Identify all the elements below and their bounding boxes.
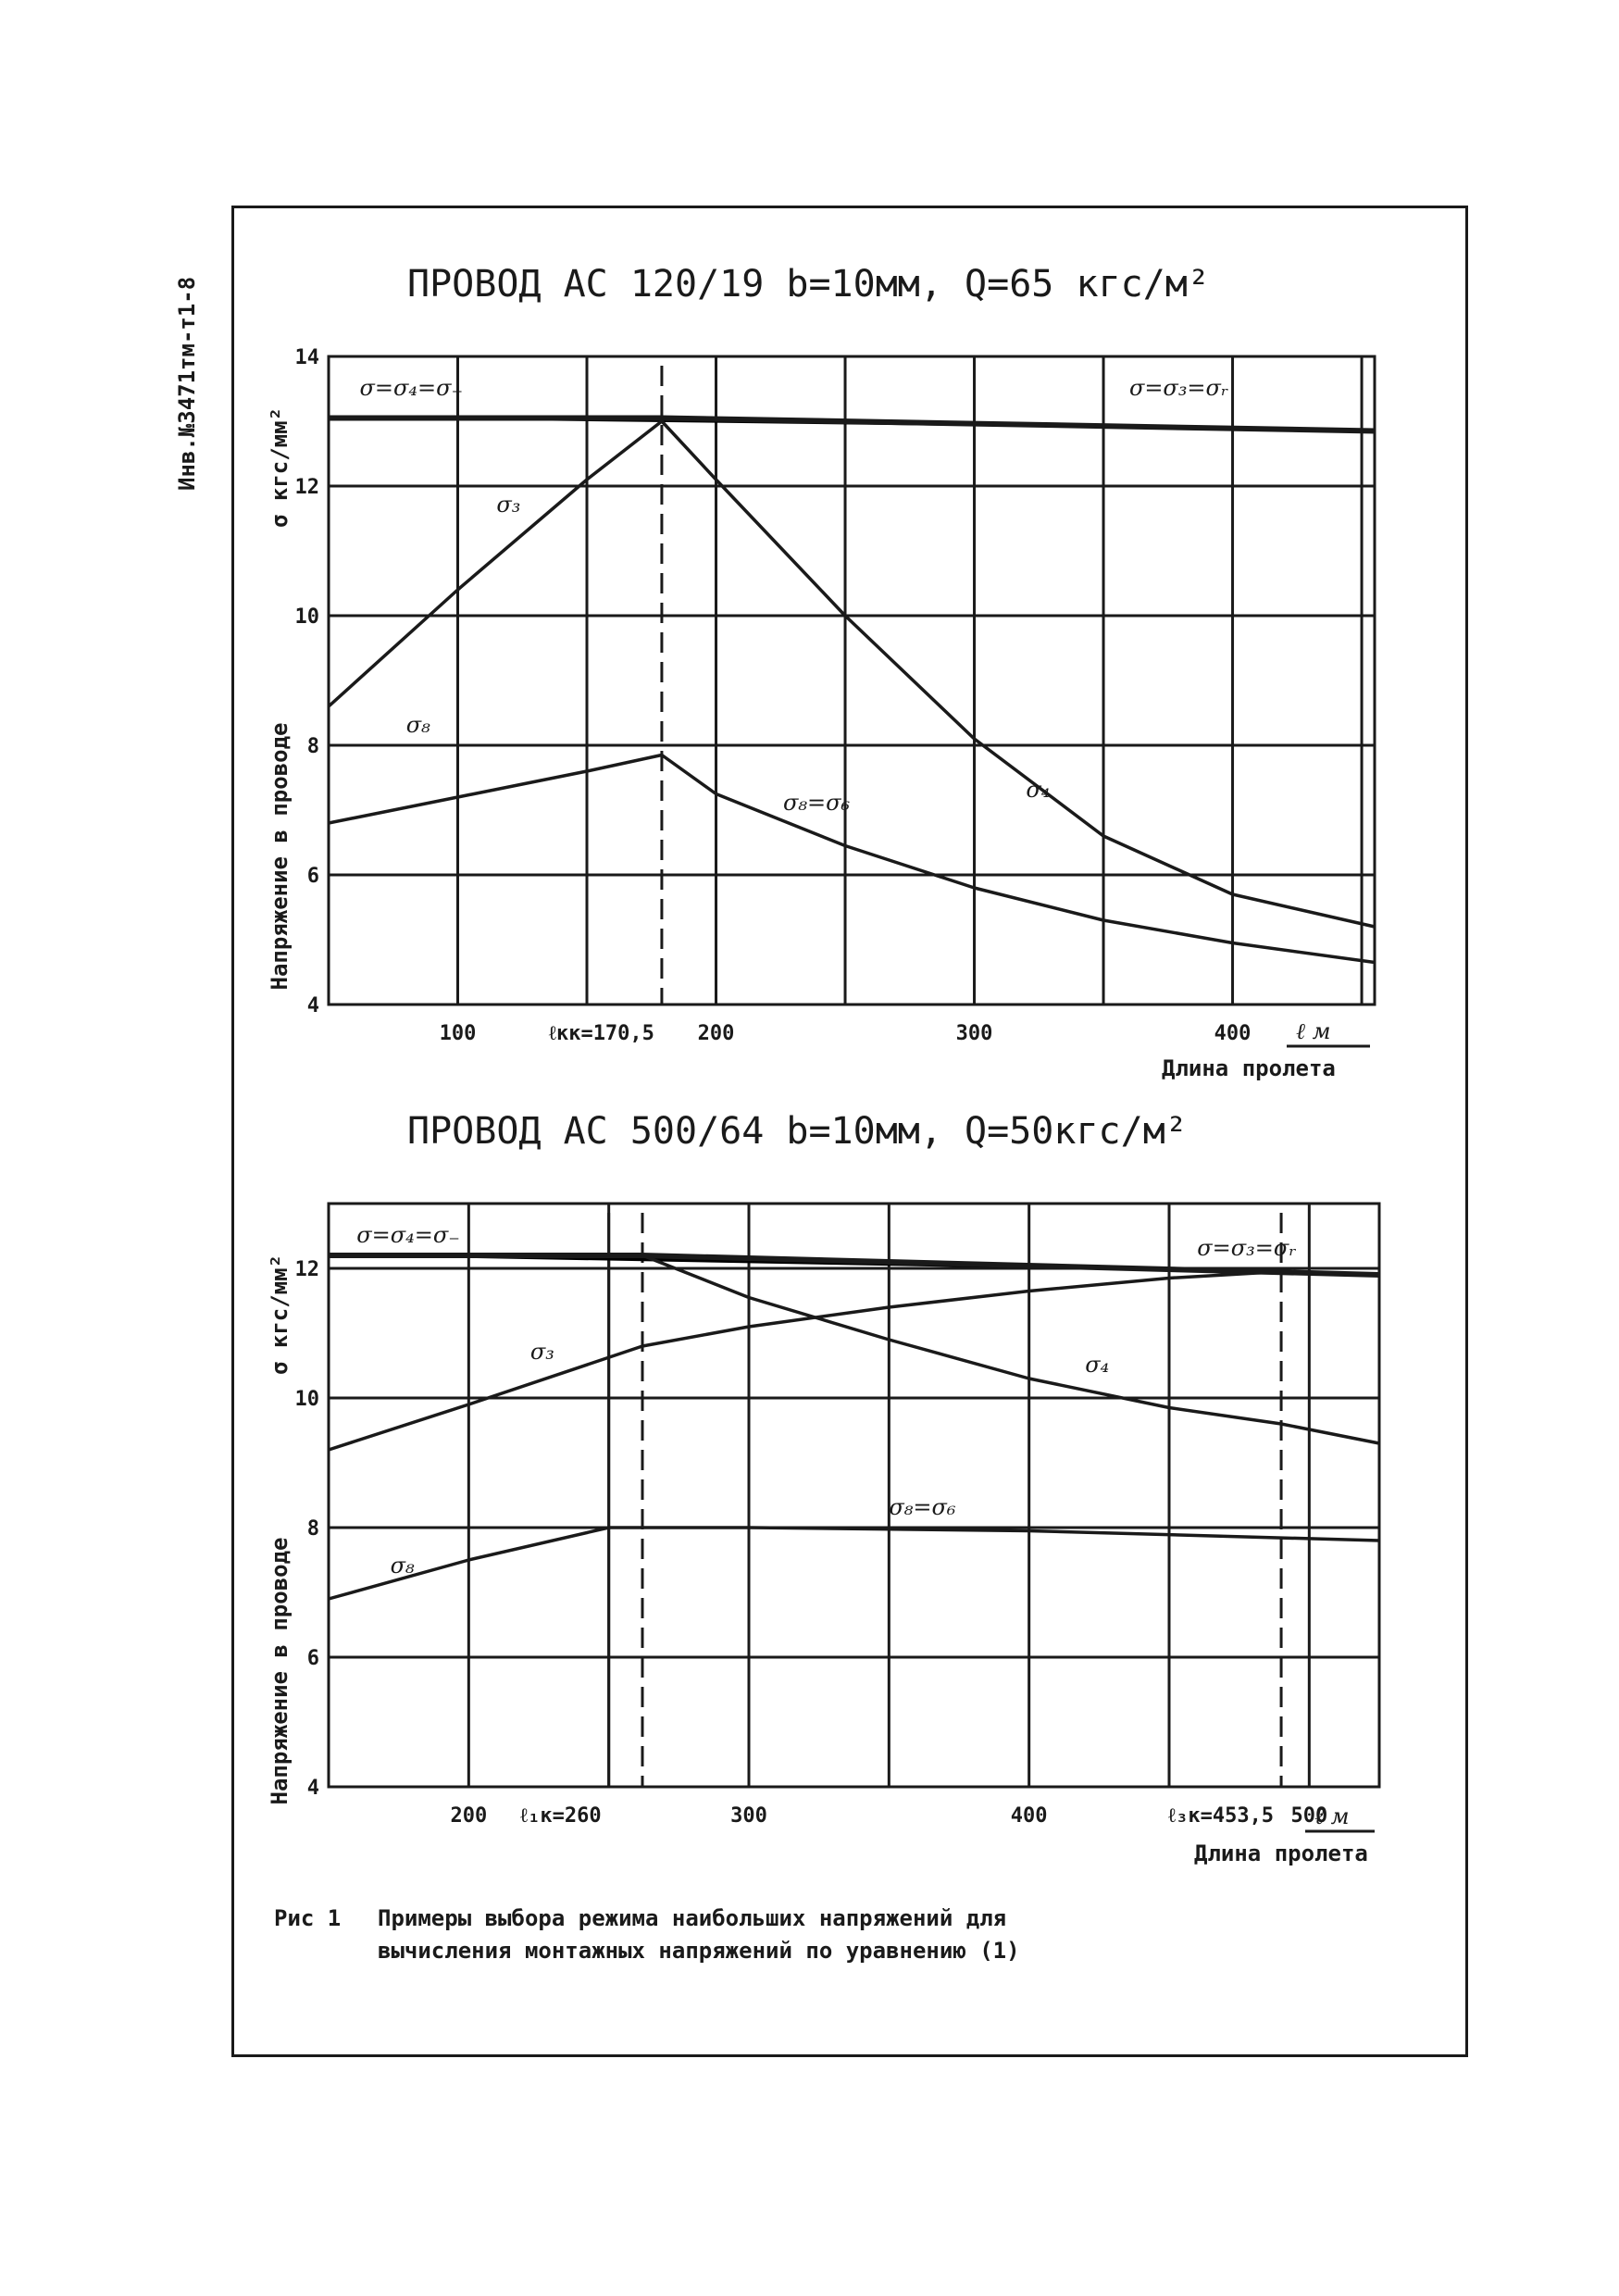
y-tick-label: 6 xyxy=(307,865,319,888)
critical-span-label: ℓ₁к=260 xyxy=(520,1804,602,1828)
y-tick-label: 8 xyxy=(307,1517,319,1541)
y-axis-label: Напряжение в проводе xyxy=(267,723,293,991)
y-tick-label: 6 xyxy=(307,1647,319,1670)
critical-span-label: ℓ₃к=453,5 xyxy=(1168,1804,1274,1828)
series-line-4 xyxy=(328,1526,1380,1601)
series-line-2 xyxy=(327,419,1376,929)
y-axis-unit: σ кгс/мм² xyxy=(267,407,293,528)
x-tick-label: 500 xyxy=(1290,1804,1327,1828)
y-tick-label: 4 xyxy=(307,1777,319,1800)
y-tick-label: 10 xyxy=(295,1388,320,1411)
x-axis-unit: ℓ м xyxy=(1296,1018,1331,1044)
curve-annotation: σ₈ xyxy=(406,712,430,738)
curve-annotation: σ₃ xyxy=(496,492,520,518)
series-line-3 xyxy=(328,753,1376,965)
x-tick-label: 300 xyxy=(730,1804,767,1828)
chart-ac-120-19: ПРОВОД АС 120/19 b=10мм, Q=65 кгс/м² 4 6 8 1… xyxy=(267,263,1376,1081)
plot-area xyxy=(327,1202,1381,1789)
y-axis-label: Напряжение в проводе xyxy=(267,1538,293,1805)
x-tick-label: 100 xyxy=(440,1022,477,1045)
x-tick-label: 300 xyxy=(956,1022,993,1045)
curve-annotation: σ₄ xyxy=(1026,777,1050,803)
curve-annotation: σ₄ xyxy=(1085,1352,1109,1378)
y-tick-label: 12 xyxy=(295,1258,320,1281)
document-frame xyxy=(231,206,1468,2057)
caption-line-2: вычисления монтажных напряжений по уравн… xyxy=(378,1937,1020,1964)
inventory-stamp-text: Инв.№3471тм-т1-8 xyxy=(174,277,200,491)
plot-area xyxy=(327,355,1376,1006)
curve-annotation: σ=σ₃=σᵣ xyxy=(1129,375,1228,401)
curve-annotation: σ=σ₄=σ₋ xyxy=(356,1222,460,1248)
x-tick-label: 400 xyxy=(1214,1022,1252,1045)
y-tick-label: 14 xyxy=(295,346,320,369)
series-line-3 xyxy=(641,1254,1380,1445)
chart-title: ПРОВОД АС 500/64 b=10мм, Q=50кгс/м² xyxy=(407,1110,1188,1153)
x-axis-label: Длина пролета xyxy=(1194,1841,1368,1866)
series-line-2 xyxy=(328,1269,1380,1452)
x-axis-unit: ℓ м xyxy=(1314,1803,1350,1829)
x-axis-label: Длина пролета xyxy=(1162,1055,1336,1081)
critical-span-label: ℓкк=170,5 xyxy=(549,1022,654,1045)
x-tick-label: 200 xyxy=(450,1804,487,1828)
y-tick-label: 10 xyxy=(295,605,320,629)
inventory-stamp: Инв.№3471тм-т1-8 xyxy=(174,277,200,491)
curve-annotation: σ₃ xyxy=(530,1339,554,1365)
curve-annotation: σ=σ₄=σ₋ xyxy=(359,375,463,401)
curve-annotation: σ=σ₃=σᵣ xyxy=(1197,1235,1296,1261)
caption-text: Примеры выбора режима наибольших напряже… xyxy=(378,1903,1266,1967)
y-tick-label: 12 xyxy=(295,476,320,499)
curve-annotation: σ₈ xyxy=(391,1553,415,1578)
caption-label: Рис 1 xyxy=(274,1905,342,1931)
curve-annotation: σ₈=σ₆ xyxy=(889,1494,955,1520)
curve-annotation: σ₈=σ₆ xyxy=(783,790,850,816)
caption-line-1: Примеры выбора режима наибольших напряже… xyxy=(378,1905,1007,1931)
chart-ac-500-64: ПРОВОД АС 500/64 b=10мм, Q=50кгс/м² 4 6 8 10… xyxy=(267,1110,1381,1866)
y-axis-unit: σ кгс/мм² xyxy=(267,1254,293,1375)
x-tick-label: 200 xyxy=(698,1022,735,1045)
series-line-1 xyxy=(329,415,1376,434)
chart-title: ПРОВОД АС 120/19 b=10мм, Q=65 кгс/м² xyxy=(407,263,1210,306)
y-tick-label: 8 xyxy=(307,735,319,758)
y-tick-label: 4 xyxy=(307,994,319,1017)
x-tick-label: 400 xyxy=(1011,1804,1048,1828)
